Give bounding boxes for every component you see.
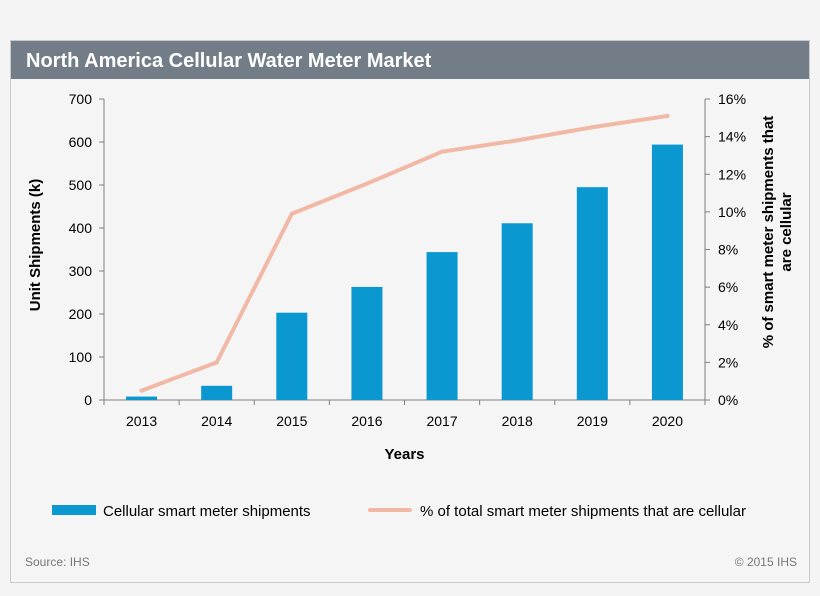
x-axis-title: Years xyxy=(384,446,424,463)
y-tick-label: 700 xyxy=(69,91,93,107)
line-point xyxy=(214,360,219,365)
legend-bar-label: Cellular smart meter shipments xyxy=(103,503,311,520)
line-point xyxy=(440,149,445,154)
y2-tick-label: 10% xyxy=(718,204,746,220)
y-axis-title: Unit Shipments (k) xyxy=(27,179,44,312)
legend-bar-swatch xyxy=(52,505,96,515)
bar xyxy=(276,312,308,400)
x-tick-label: 2016 xyxy=(351,413,382,429)
y2-tick-label: 6% xyxy=(718,279,738,295)
line-point xyxy=(364,181,369,186)
bar xyxy=(501,223,533,400)
title-bar: North America Cellular Water Meter Marke… xyxy=(11,41,809,79)
x-tick-label: 2018 xyxy=(502,413,533,429)
line-point xyxy=(515,138,520,143)
bar xyxy=(201,385,233,400)
bar xyxy=(576,187,608,400)
y-tick-label: 0 xyxy=(84,392,92,408)
y2-tick-label: 8% xyxy=(718,242,738,258)
y2-tick-label: 2% xyxy=(718,354,738,370)
bar xyxy=(426,252,458,400)
x-tick-label: 2014 xyxy=(201,413,232,429)
chart-title: North America Cellular Water Meter Marke… xyxy=(26,50,432,72)
y2-tick-label: 4% xyxy=(718,317,738,333)
y-tick-label: 600 xyxy=(69,134,93,150)
bar xyxy=(651,144,683,400)
x-tick-label: 2017 xyxy=(426,413,457,429)
y-tick-label: 400 xyxy=(69,220,93,236)
y-tick-label: 200 xyxy=(69,306,93,322)
line-point xyxy=(289,211,294,216)
x-tick-label: 2015 xyxy=(276,413,307,429)
copyright-note: © 2015 IHS xyxy=(734,555,797,569)
y-tick-label: 100 xyxy=(69,349,93,365)
line-point xyxy=(590,125,595,130)
line-point xyxy=(665,113,670,118)
bar xyxy=(351,286,383,400)
y2-tick-label: 0% xyxy=(718,392,738,408)
legend-line-label: % of total smart meter shipments that ar… xyxy=(420,503,746,520)
x-tick-label: 2019 xyxy=(577,413,608,429)
y2-tick-label: 16% xyxy=(718,91,746,107)
x-tick-label: 2020 xyxy=(652,413,683,429)
y2-axis-title: % of smart meter shipments thatare cellu… xyxy=(760,116,795,349)
line-point xyxy=(139,388,144,393)
x-tick-label: 2013 xyxy=(126,413,157,429)
line-series xyxy=(139,113,670,393)
source-note: Source: IHS xyxy=(25,555,90,569)
bar xyxy=(126,396,158,400)
y-tick-label: 300 xyxy=(69,263,93,279)
y2-tick-label: 14% xyxy=(718,129,746,145)
y-tick-label: 500 xyxy=(69,177,93,193)
y2-tick-label: 12% xyxy=(718,166,746,182)
